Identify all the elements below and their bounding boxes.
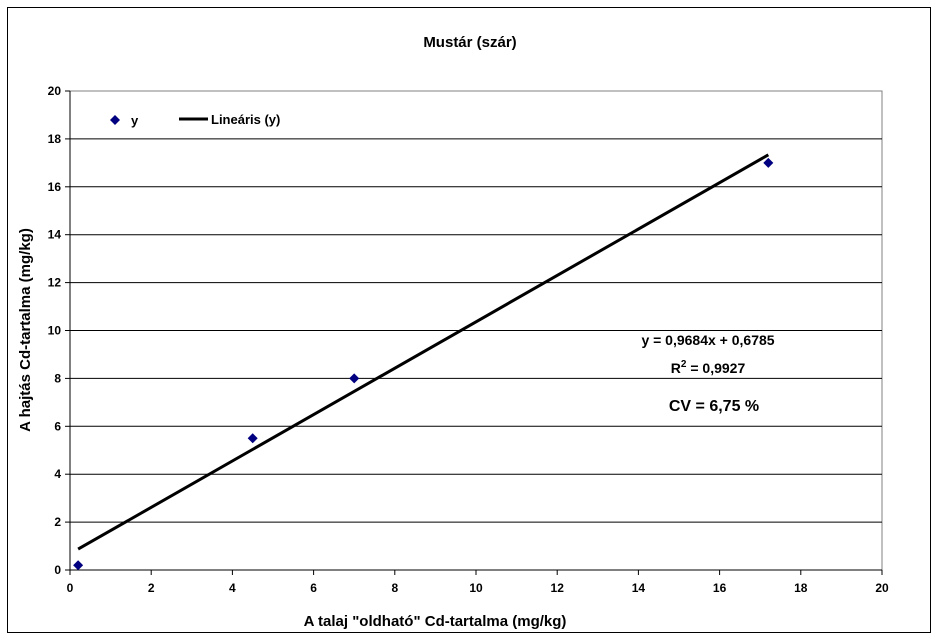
x-axis-label: A talaj "oldható" Cd-tartalma (mg/kg): [304, 613, 567, 630]
x-tick-label-8: 8: [391, 581, 398, 595]
data-point-3: [763, 157, 774, 168]
x-axis-ticks: 0 2 4 6 8 10 12 14 16 18 20: [67, 570, 889, 595]
y-tick-label-18: 18: [48, 132, 62, 146]
y-tick-label-12: 12: [48, 276, 62, 290]
y-tick-label-0: 0: [54, 563, 61, 577]
y-tick-label-16: 16: [48, 180, 62, 194]
r-squared-value: = 0,9927: [686, 360, 745, 376]
trendline-linear: [77, 153, 770, 551]
y-tick-label-4: 4: [54, 467, 61, 481]
y-tick-label-2: 2: [54, 515, 61, 529]
regression-equation: y = 0,9684x + 0,6785: [641, 332, 774, 348]
x-tick-label-6: 6: [310, 581, 317, 595]
x-tick-label-10: 10: [469, 581, 483, 595]
x-tick-label-4: 4: [229, 581, 236, 595]
data-point-1: [247, 433, 258, 444]
regression-annotations: y = 0,9684x + 0,6785 R2 = 0,9927 CV = 6,…: [641, 332, 774, 415]
cv-value: CV = 6,75 %: [669, 398, 759, 415]
y-axis-ticks: 0 2 4 6 8 10 12 14 16 18 20: [48, 84, 70, 577]
chart-svg: Mustár (szár) 0 2 4 6 8 10 12 14 16 18 20 0 2 4 6 8 10 1…: [17, 34, 889, 630]
x-tick-label-14: 14: [632, 581, 646, 595]
y-tick-label-14: 14: [48, 228, 62, 242]
y-tick-label-10: 10: [48, 324, 62, 338]
chart-title: Mustár (szár): [423, 34, 516, 51]
y-tick-label-8: 8: [54, 371, 61, 385]
x-tick-label-2: 2: [148, 581, 155, 595]
x-tick-label-0: 0: [67, 581, 74, 595]
x-tick-label-16: 16: [713, 581, 727, 595]
data-point-2: [349, 373, 360, 384]
x-tick-label-20: 20: [875, 581, 889, 595]
y-tick-label-6: 6: [54, 419, 61, 433]
legend-label-linear: Lineáris (y): [211, 112, 280, 127]
x-tick-label-18: 18: [794, 581, 808, 595]
legend-marker-y: [110, 115, 120, 125]
legend-label-y: y: [131, 113, 139, 128]
grid-lines: [70, 138, 882, 523]
chart-frame: Mustár (szár) 0 2 4 6 8 10 12 14 16 18 20 0 2 4 6 8 10 1…: [7, 7, 931, 633]
legend: y Lineáris (y): [110, 112, 280, 128]
y-tick-label-20: 20: [48, 84, 62, 98]
r-squared: R2 = 0,9927: [671, 359, 746, 376]
trendline-group: [77, 153, 770, 551]
points-group: [73, 157, 774, 571]
r-squared-r: R: [671, 360, 681, 376]
r-squared-exponent: 2: [681, 359, 687, 370]
data-point-0: [73, 560, 84, 571]
y-axis-label: A hajtás Cd-tartalma (mg/kg): [17, 228, 34, 432]
x-tick-label-12: 12: [551, 581, 565, 595]
